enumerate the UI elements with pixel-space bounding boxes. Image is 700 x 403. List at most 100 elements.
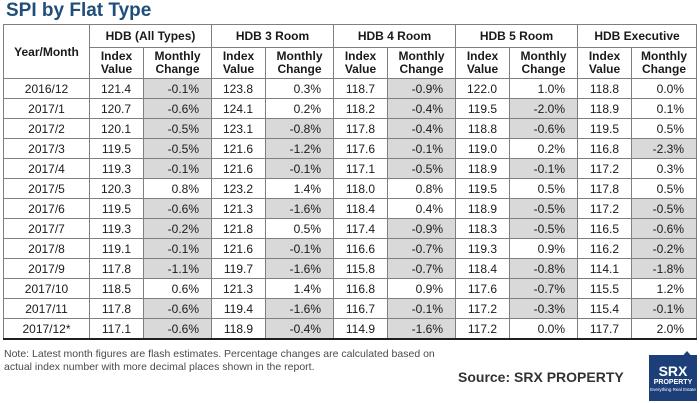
index-value-cell: 116.8 <box>333 278 389 299</box>
header-hdb-all: HDB (All Types) <box>88 24 213 48</box>
row-date: 2016/12 <box>3 78 90 99</box>
index-value-cell: 117.6 <box>333 138 389 159</box>
index-value-cell: 115.4 <box>577 298 633 319</box>
monthly-change-cell: 1.4% <box>265 178 335 199</box>
monthly-change-cell: 1.4% <box>265 278 335 299</box>
monthly-change-cell: -0.1% <box>387 138 457 159</box>
page-title: SPI by Flat Type <box>6 0 152 21</box>
subheader-index-value: Index Value <box>577 47 633 79</box>
index-value-cell: 118.8 <box>577 78 633 99</box>
monthly-change-cell: -0.8% <box>265 118 335 139</box>
subheader-index-value: Index Value <box>455 47 511 79</box>
row-date: 2017/3 <box>3 138 90 159</box>
subheader-index-value: Index Value <box>333 47 389 79</box>
monthly-change-cell: 0.5% <box>631 118 698 139</box>
monthly-change-cell: -1.6% <box>265 258 335 279</box>
index-value-cell: 118.9 <box>455 198 511 219</box>
index-value-cell: 124.1 <box>211 98 267 119</box>
index-value-cell: 119.5 <box>89 198 144 219</box>
monthly-change-cell: -0.5% <box>509 198 579 219</box>
index-value-cell: 116.5 <box>577 218 633 239</box>
table-row: 2017/6 119.5 -0.6% 121.3 -1.6% 118.4 0.4% 118.9… <box>3 198 698 219</box>
monthly-change-cell: 1.0% <box>509 78 579 99</box>
row-date: 2017/9 <box>3 258 90 279</box>
monthly-change-cell: -0.6% <box>142 318 213 340</box>
monthly-change-cell: -0.4% <box>387 98 457 119</box>
monthly-change-cell: -1.1% <box>142 258 213 279</box>
monthly-change-cell: 0.1% <box>631 98 698 119</box>
index-value-cell: 117.8 <box>333 118 389 139</box>
index-value-cell: 119.7 <box>211 258 267 279</box>
monthly-change-cell: -2.3% <box>631 138 698 159</box>
footnote: Note: Latest month figures are flash est… <box>4 348 435 373</box>
monthly-change-cell: 0.5% <box>509 178 579 199</box>
index-value-cell: 117.2 <box>455 298 511 319</box>
index-value-cell: 118.4 <box>333 198 389 219</box>
monthly-change-cell: -0.5% <box>142 118 213 139</box>
logo-line-3: Everything Real Estate <box>650 387 696 392</box>
index-value-cell: 123.2 <box>211 178 267 199</box>
index-value-cell: 116.2 <box>577 238 633 259</box>
index-value-cell: 118.2 <box>333 98 389 119</box>
row-date: 2017/6 <box>3 198 90 219</box>
monthly-change-cell: -0.6% <box>142 98 213 119</box>
monthly-change-cell: 0.2% <box>265 98 335 119</box>
monthly-change-cell: -0.3% <box>509 298 579 319</box>
index-value-cell: 119.4 <box>211 298 267 319</box>
index-value-cell: 119.5 <box>577 118 633 139</box>
monthly-change-cell: -0.6% <box>142 298 213 319</box>
index-value-cell: 118.4 <box>455 258 511 279</box>
index-value-cell: 123.8 <box>211 78 267 99</box>
monthly-change-cell: 0.9% <box>509 238 579 259</box>
table-row: 2017/7 119.3 -0.2% 121.8 0.5% 117.4 -0.9% 118.3… <box>3 218 698 239</box>
monthly-change-cell: -0.7% <box>509 278 579 299</box>
index-value-cell: 122.0 <box>455 78 511 99</box>
monthly-change-cell: -0.5% <box>142 138 213 159</box>
table-row: 2017/9 117.8 -1.1% 119.7 -1.6% 115.8 -0.7% 118.… <box>3 258 698 279</box>
monthly-change-cell: 1.2% <box>631 278 698 299</box>
table-row: 2017/10 118.5 0.6% 121.3 1.4% 116.8 0.9% 117.6-… <box>3 278 698 299</box>
index-value-cell: 116.6 <box>333 238 389 259</box>
monthly-change-cell: 0.3% <box>265 78 335 99</box>
index-value-cell: 117.8 <box>577 178 633 199</box>
monthly-change-cell: -0.9% <box>387 78 457 99</box>
subheader-monthly-change: Monthly Change <box>509 47 579 79</box>
subheader-index-value: Index Value <box>89 47 144 79</box>
index-value-cell: 117.4 <box>333 218 389 239</box>
monthly-change-cell: -0.7% <box>387 238 457 259</box>
table-row: 2016/12 121.4 -0.1% 123.8 0.3% 118.7 -0.9% 122.… <box>3 78 698 99</box>
index-value-cell: 119.3 <box>89 218 144 239</box>
index-value-cell: 115.5 <box>577 278 633 299</box>
row-date: 2017/7 <box>3 218 90 239</box>
index-value-cell: 118.9 <box>577 98 633 119</box>
monthly-change-cell: 0.0% <box>631 78 698 99</box>
row-date: 2017/12* <box>3 318 90 340</box>
subheader-monthly-change: Monthly Change <box>265 47 335 79</box>
subheader-index-value: Index Value <box>211 47 267 79</box>
index-value-cell: 121.3 <box>211 198 267 219</box>
index-value-cell: 115.8 <box>333 258 389 279</box>
subheader-monthly-change: Monthly Change <box>387 47 457 79</box>
index-value-cell: 119.5 <box>455 98 511 119</box>
table-row: 2017/1 120.7 -0.6% 124.1 0.2% 118.2 -0.4% 119.5… <box>3 98 698 119</box>
monthly-change-cell: -1.6% <box>387 318 457 340</box>
monthly-change-cell: 0.3% <box>631 158 698 179</box>
index-value-cell: 123.1 <box>211 118 267 139</box>
index-value-cell: 119.3 <box>455 238 511 259</box>
monthly-change-cell: -0.2% <box>142 218 213 239</box>
table-row: 2017/12* 117.1 -0.6% 118.9 -0.4% 114.9 -1.6% 11… <box>3 318 698 340</box>
monthly-change-cell: -0.1% <box>142 78 213 99</box>
row-date: 2017/10 <box>3 278 90 299</box>
index-value-cell: 118.9 <box>211 318 267 340</box>
index-value-cell: 118.0 <box>333 178 389 199</box>
table-body: 2016/12 121.4 -0.1% 123.8 0.3% 118.7 -0.9% 122.… <box>3 78 698 340</box>
srx-logo: SRX PROPERTY Everything Real Estate <box>649 351 697 401</box>
index-value-cell: 114.1 <box>577 258 633 279</box>
monthly-change-cell: -0.1% <box>142 158 213 179</box>
index-value-cell: 121.8 <box>211 218 267 239</box>
monthly-change-cell: -0.5% <box>631 198 698 219</box>
index-value-cell: 116.8 <box>577 138 633 159</box>
monthly-change-cell: -0.6% <box>631 218 698 239</box>
logo-line-1: SRX <box>658 363 688 379</box>
header-hdb-executive: HDB Executive <box>577 24 698 48</box>
